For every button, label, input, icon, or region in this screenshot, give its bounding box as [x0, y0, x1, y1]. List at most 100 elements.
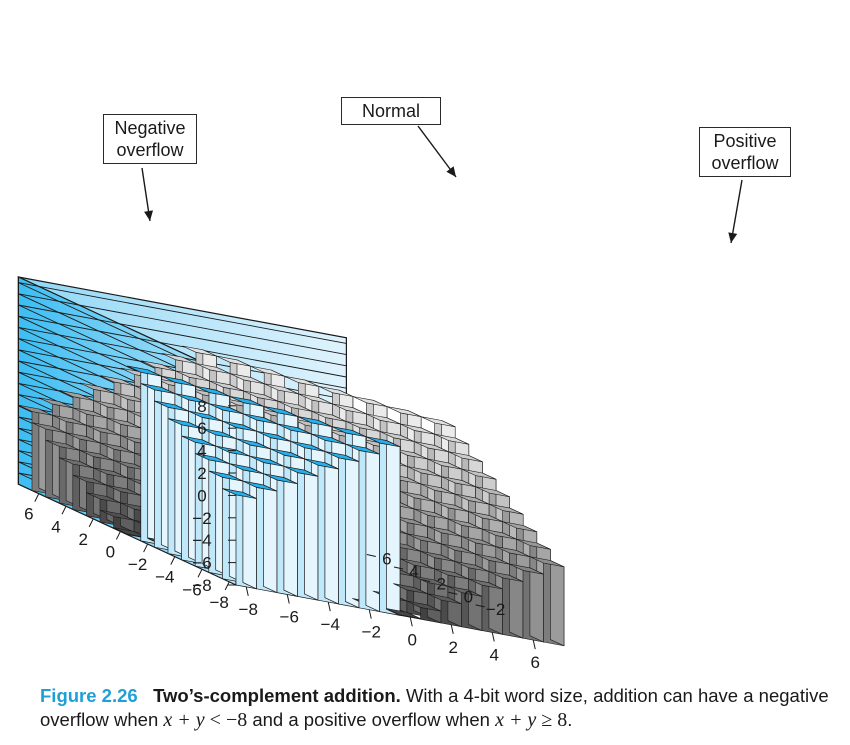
bar-top-face: [242, 413, 278, 425]
bar-top-face: [427, 458, 463, 470]
bar-top-face: [427, 593, 462, 605]
bar-top-face: [468, 511, 503, 522]
y-tick-label: 6: [24, 505, 33, 524]
y-tick-label-right: 2: [436, 575, 445, 594]
bar-top-face: [297, 416, 332, 427]
bar-x2-y-8: [427, 593, 462, 628]
caption-end: .: [567, 709, 573, 730]
y-tick-mark: [224, 581, 230, 591]
bar-top-face: [345, 421, 381, 432]
bar-top-face: [59, 457, 94, 469]
bar-top-face: [324, 451, 360, 462]
negative-overflow-line-1: Negative: [114, 118, 186, 138]
positive-overflow-label: Positive overflow: [699, 127, 791, 177]
bar-top-face: [263, 473, 298, 485]
x-tick-mark: [327, 601, 331, 612]
y-tick-mark-right: [366, 553, 376, 557]
bar-top-face: [284, 376, 319, 387]
bar-top-face: [86, 425, 121, 436]
bar-top-face: [208, 403, 244, 415]
bar-top-face: [332, 403, 367, 415]
figure-number: Figure 2.26: [40, 685, 138, 706]
bar-top-face: [182, 345, 217, 357]
bar-top-face: [79, 450, 114, 461]
y-tick-mark-right: [448, 591, 458, 595]
negative-overflow-label: Negative overflow: [103, 114, 197, 164]
bar-top-face: [188, 410, 223, 422]
y-tick-label: −6: [182, 580, 201, 599]
bar-x1-y-8: [406, 600, 442, 624]
bar-top-face: [331, 426, 367, 438]
x-tick-mark: [450, 624, 454, 635]
normal-arrow-head: [446, 166, 456, 177]
y-tick-label: −2: [128, 555, 147, 574]
bar-top-face: [434, 501, 469, 512]
bar-top-face: [229, 373, 265, 384]
z-tick-label: −2: [192, 509, 211, 528]
x-tick-mark: [491, 632, 495, 642]
x-tick-mark: [532, 639, 536, 650]
bar-top-face: [311, 411, 347, 422]
bar-top-face: [140, 383, 176, 394]
x-tick-label: −2: [362, 623, 381, 642]
bar-top-face: [195, 385, 230, 397]
bar-top-face: [406, 600, 442, 612]
bar-top-face: [434, 568, 469, 580]
bar-top-face: [31, 422, 67, 434]
bar-top-face: [400, 491, 435, 502]
y-tick-mark: [143, 543, 149, 553]
bar-top-face: [304, 458, 339, 470]
caption-neg-op: <: [204, 709, 226, 731]
bar-top-face: [427, 526, 462, 537]
bar-top-face: [106, 417, 142, 429]
bar-top-face: [393, 583, 428, 594]
bar-top-face: [195, 363, 231, 374]
z-tick-label: −4: [192, 531, 211, 550]
bar-top-face: [400, 558, 435, 570]
bar-x3-y-8: [447, 586, 483, 632]
bar-top-face: [195, 453, 230, 464]
bar-x-4-y-8: [304, 458, 339, 605]
wall-gridline: [18, 282, 347, 384]
bar-top-face: [318, 386, 354, 397]
bar-top-face: [93, 467, 128, 479]
bar-top-face: [386, 406, 422, 417]
bar-top-face: [127, 365, 162, 377]
bar-side-face: [324, 462, 339, 605]
negative-overflow-arrow-head: [144, 210, 153, 221]
bar-top-face: [181, 435, 216, 447]
bar-top-face: [406, 533, 442, 545]
bar-side-face: [529, 567, 544, 643]
bar-top-face: [283, 465, 319, 477]
z-tick-label: 6: [197, 419, 206, 438]
caption-pos-lhs: x + y: [495, 709, 537, 731]
y-tick-mark-right: [475, 604, 485, 608]
bar-top-face: [516, 538, 551, 550]
bar-top-face: [250, 365, 285, 377]
bar-top-face: [174, 393, 210, 405]
bar-top-face: [441, 476, 476, 487]
bar-top-face: [298, 393, 333, 405]
bar-top-face: [277, 423, 312, 435]
x-tick-mark: [245, 586, 249, 597]
bar-top-face: [216, 355, 251, 367]
bar-top-face: [352, 396, 388, 407]
callout-arrows: [141, 125, 743, 244]
z-tick-label: −8: [192, 576, 211, 595]
bar-top-face: [509, 563, 544, 575]
bar-top-face: [79, 382, 115, 394]
positive-overflow-line-1: Positive: [713, 131, 777, 151]
bar-top-face: [65, 432, 101, 444]
z-tick-label: 0: [197, 486, 206, 505]
bar-top-face: [502, 521, 537, 533]
bar-side-face: [386, 439, 401, 616]
y-tick-mark: [88, 518, 94, 528]
positive-overflow-line-2: overflow: [711, 153, 779, 173]
x-tick-label: 2: [449, 638, 458, 657]
positive-overflow-arrow-head: [728, 232, 738, 243]
bar-top-face: [59, 390, 94, 401]
bar-side-face: [263, 484, 278, 594]
bar-top-face: [45, 439, 80, 451]
x-tick-label: −6: [280, 608, 299, 627]
bar-top-face: [529, 556, 565, 568]
